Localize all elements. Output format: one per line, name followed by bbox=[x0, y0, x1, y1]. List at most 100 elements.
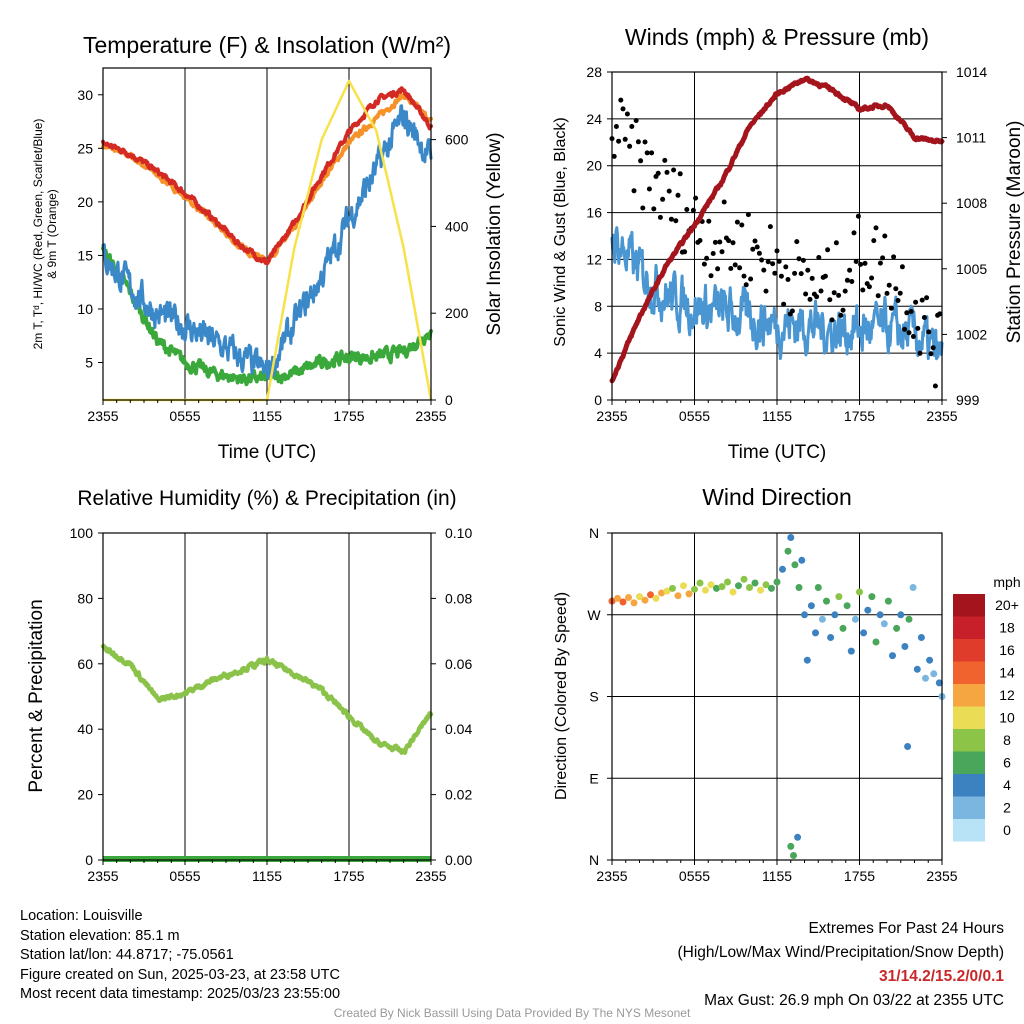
gust-point bbox=[693, 195, 699, 201]
direction-point bbox=[735, 582, 742, 590]
temp-chart-xlabel: Time (UTC) bbox=[218, 442, 317, 463]
gust-point bbox=[902, 326, 908, 332]
elevation-line: Station elevation: 85.1 m bbox=[20, 927, 180, 944]
direction-point bbox=[868, 593, 876, 601]
wind-chart-y2tick-label: 1002 bbox=[956, 326, 987, 342]
dir-chart-xtick-label: 1755 bbox=[844, 868, 875, 884]
gust-point bbox=[706, 218, 712, 224]
gust-point bbox=[611, 153, 617, 159]
direction-point bbox=[674, 592, 682, 600]
gust-point bbox=[660, 196, 666, 202]
gust-point bbox=[822, 273, 828, 279]
gust-point bbox=[833, 240, 839, 246]
direction-point bbox=[801, 611, 808, 619]
gust-point bbox=[664, 169, 670, 175]
temp-chart-ytick-label: 10 bbox=[77, 301, 93, 317]
dir-chart-xtick-label: 2355 bbox=[596, 868, 627, 884]
gust-point bbox=[730, 240, 736, 246]
colorbar-swatch bbox=[953, 639, 985, 662]
temp-chart-y2tick-label: 400 bbox=[445, 218, 469, 234]
gust-point bbox=[774, 248, 780, 254]
gust-point bbox=[772, 270, 778, 276]
gust-point bbox=[710, 251, 716, 256]
direction-point bbox=[831, 611, 839, 619]
gust-point bbox=[719, 249, 725, 255]
wind-chart-xlabel: Time (UTC) bbox=[728, 442, 827, 463]
direction-point bbox=[935, 679, 943, 687]
gust-point bbox=[629, 124, 635, 129]
wind-chart-y2tick-label: 1014 bbox=[956, 64, 987, 80]
gust-point bbox=[853, 259, 859, 264]
gust-point bbox=[690, 207, 696, 213]
direction-point bbox=[641, 596, 649, 604]
colorbar-label: 2 bbox=[1003, 800, 1011, 816]
colorbar-label: 0 bbox=[1003, 822, 1011, 838]
rh-ylabel-text: Percent & Precipitation bbox=[26, 599, 47, 792]
gust-point bbox=[921, 315, 927, 320]
direction-point bbox=[768, 584, 775, 592]
gust-point bbox=[655, 170, 661, 176]
wind-chart-y2tick-label: 1005 bbox=[956, 261, 987, 277]
rh-chart-ytick-label: 40 bbox=[77, 721, 93, 737]
direction-point bbox=[779, 565, 786, 573]
gust-point bbox=[715, 266, 721, 272]
rh-chart-ytick-label: 100 bbox=[70, 525, 94, 541]
gust-point bbox=[932, 383, 938, 389]
gust-point bbox=[827, 297, 833, 303]
gust-point bbox=[759, 257, 765, 263]
gust-point bbox=[754, 244, 760, 250]
temp-chart-grid bbox=[184, 68, 350, 400]
rh-chart-xtick-label: 1155 bbox=[252, 868, 282, 884]
direction-point bbox=[835, 593, 843, 601]
wind-chart-xtick-label: 1755 bbox=[844, 408, 875, 424]
direction-point bbox=[904, 743, 912, 750]
temp-series-temp bbox=[101, 86, 433, 266]
colorbar-label: 8 bbox=[1003, 732, 1011, 748]
gust-point bbox=[816, 255, 822, 260]
direction-point bbox=[839, 624, 847, 632]
gust-point bbox=[888, 305, 894, 311]
gust-point bbox=[899, 264, 905, 270]
wind-chart-ytick-label: 16 bbox=[586, 205, 602, 221]
temp-chart-ytick-label: 30 bbox=[77, 87, 93, 103]
direction-point bbox=[619, 598, 627, 606]
wind-chart-ylabel: Sonic Wind & Gust (Blue, Black) bbox=[552, 117, 569, 346]
created-line: Figure created on Sun, 2025-03-23, at 23… bbox=[20, 966, 340, 983]
gust-point bbox=[913, 299, 919, 305]
rh-chart-ytick-label: 60 bbox=[77, 656, 93, 672]
direction-point bbox=[724, 578, 731, 586]
direction-point bbox=[812, 629, 819, 637]
gust-point bbox=[770, 261, 776, 267]
colorbar-swatch bbox=[953, 594, 985, 617]
gust-point bbox=[684, 207, 690, 212]
latlon-line: Station lat/lon: 44.8717; -75.0561 bbox=[20, 947, 234, 963]
temp-chart-y2tick-label: 600 bbox=[445, 132, 469, 148]
gust-point bbox=[741, 273, 747, 279]
direction-point bbox=[751, 579, 759, 587]
wind-chart-ytick-label: 20 bbox=[586, 158, 602, 174]
direction-point bbox=[729, 588, 737, 596]
rh-chart-ytick-label: 20 bbox=[77, 787, 93, 803]
direction-point bbox=[669, 584, 676, 592]
station-info: Location: Louisville Station elevation: … bbox=[20, 907, 340, 1005]
gust-point bbox=[809, 275, 815, 281]
direction-point bbox=[884, 597, 892, 605]
gust-point bbox=[855, 213, 861, 219]
direction-point bbox=[790, 852, 797, 859]
gust-point bbox=[860, 287, 866, 293]
gust-point bbox=[910, 334, 916, 339]
direction-point bbox=[630, 599, 638, 607]
temp-chart-xtick-label: 1755 bbox=[333, 408, 364, 424]
temp-chart-xtick-label: 1155 bbox=[252, 408, 282, 424]
gust-point bbox=[761, 267, 767, 273]
wind-chart-xtick-label: 2355 bbox=[596, 408, 627, 424]
gust-point bbox=[803, 291, 809, 297]
gust-point bbox=[886, 282, 892, 288]
dir-chart-ytick-label: W bbox=[587, 607, 601, 623]
colorbar-label: 12 bbox=[999, 687, 1015, 703]
gust-point bbox=[807, 296, 813, 302]
colorbar-swatch bbox=[953, 661, 985, 684]
temp-y2label-text: Solar Insolation (Yellow) bbox=[484, 132, 505, 335]
rh-chart-xtick-label: 2355 bbox=[87, 868, 118, 884]
temp-chart-xtick-label: 2355 bbox=[87, 408, 118, 424]
